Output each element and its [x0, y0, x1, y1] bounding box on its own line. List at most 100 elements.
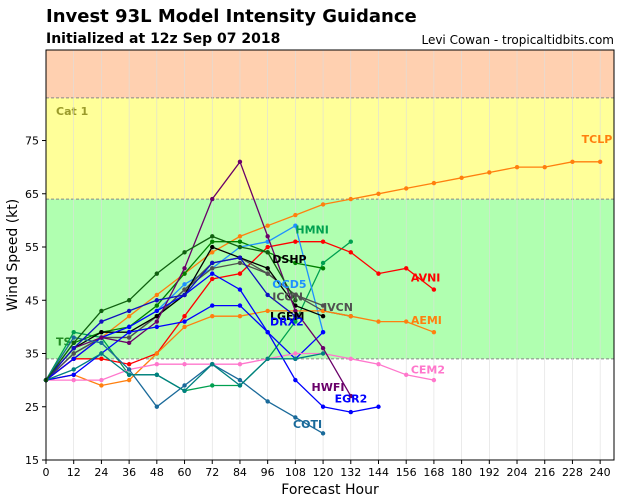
series-point-avni [293, 239, 298, 244]
x-tick-label: 156 [396, 466, 417, 479]
series-point-lgem [99, 330, 104, 335]
series-point-aemi [348, 314, 353, 319]
series-point-egr2 [293, 377, 298, 383]
series-point-unlabeled-16 [126, 298, 132, 303]
series-label-aemi: AEMI [411, 314, 442, 327]
series-point-coti [71, 335, 76, 340]
series-point-coti [237, 377, 243, 383]
series-point-aemi [182, 324, 187, 330]
series-point-avni [99, 356, 104, 362]
chart-title: Invest 93L Model Intensity Guidance [46, 6, 417, 27]
plot-frame [45, 49, 615, 461]
series-point-cem2 [348, 356, 353, 362]
series-point-drx2 [126, 324, 132, 330]
series-point-cem2 [403, 372, 409, 378]
x-tick-label: 240 [590, 466, 611, 479]
series-point-hwfi [182, 266, 187, 271]
series-point-unlabeled-16 [265, 250, 270, 255]
series-point-unlabeled-16 [154, 271, 160, 276]
series-point-avni [265, 244, 270, 250]
series-point-unlabeled-16 [71, 340, 76, 346]
series-point-dshp [237, 239, 243, 244]
x-tick-label: 60 [178, 466, 192, 479]
x-axis-label: Forecast Hour [281, 482, 379, 498]
series-point-avni [431, 287, 437, 292]
series-point-cem2 [237, 361, 243, 367]
series-point-dshp [182, 271, 187, 276]
band-label-ts: TS [56, 336, 72, 349]
series-point-unlabeled-14 [154, 372, 160, 378]
series-point-aemi [376, 319, 381, 324]
series-label-tclp: TCLP [582, 133, 613, 146]
series-point-cem2 [376, 361, 381, 367]
series-point-cem2 [182, 361, 187, 367]
series-point-avni [182, 314, 187, 319]
series-point-avni [320, 239, 326, 244]
series-point-egr2 [182, 319, 187, 324]
x-tick-label: 0 [43, 466, 50, 479]
y-tick-label: 35 [25, 348, 39, 361]
series-point-avni [376, 271, 381, 276]
series-point-unlabeled-14 [265, 356, 270, 362]
series-point-tclp [459, 175, 464, 180]
series-point-ivcn [126, 335, 132, 340]
series-point-lgem [154, 314, 160, 319]
series-point-hwfi [237, 159, 243, 165]
series-point-dshp [293, 260, 298, 266]
x-tick-label: 48 [150, 466, 164, 479]
x-tick-label: 72 [205, 466, 219, 479]
series-point-aemi [265, 308, 270, 314]
series-point-unlabeled-16 [182, 250, 187, 255]
chart-subtitle: Initialized at 12z Sep 07 2018 [46, 31, 281, 47]
series-point-tclp [154, 292, 160, 298]
series-point-hmni [348, 239, 353, 244]
series-line-hwfi [45, 160, 352, 397]
series-point-hwfi [293, 308, 298, 314]
series-point-tclp [210, 250, 215, 255]
y-tick-label: 45 [25, 294, 39, 307]
y-tick-label: 75 [25, 135, 39, 148]
x-tick-label: 96 [261, 466, 275, 479]
series-point-unlabeled-14 [71, 367, 76, 372]
x-tick-label: 204 [507, 466, 528, 479]
series-point-cem2 [154, 361, 160, 367]
y-tick-label: 15 [25, 454, 39, 467]
series-point-tclp [348, 196, 353, 202]
series-point-coti [99, 340, 104, 346]
series-point-lgem [210, 244, 215, 250]
series-label-drx2: DRX2 [270, 315, 304, 328]
series-point-drx2 [154, 308, 160, 314]
series-point-ivcn [71, 351, 76, 356]
series-point-avni [126, 361, 132, 367]
series-point-egr2 [154, 324, 160, 330]
series-point-drx2 [210, 271, 215, 276]
series-point-unlabeled-16 [210, 234, 215, 239]
series-point-unlabeled-15 [293, 314, 298, 319]
series-point-cem2 [71, 377, 76, 383]
x-tick-label: 132 [340, 466, 361, 479]
series-point-ivcn [237, 260, 243, 266]
band-ts [46, 199, 614, 359]
series-point-tclp [597, 159, 603, 165]
series-point-hmni [71, 330, 76, 335]
x-tick-label: 36 [122, 466, 136, 479]
series-point-cem2 [293, 351, 298, 356]
x-tick-label: 24 [94, 466, 108, 479]
series-point-unlabeled-15 [265, 292, 270, 298]
chart-credit: Levi Cowan - tropicaltidbits.com [421, 33, 614, 47]
series-point-unlabeled-15 [71, 345, 76, 351]
intensity-bands: TS Cat 1 [46, 50, 614, 460]
series-label-ivcn: IVCN [323, 301, 353, 314]
series-point-aemi [403, 319, 409, 324]
series-point-tclp [431, 180, 437, 186]
series-point-unlabeled-15 [210, 260, 215, 266]
series-point-tclp [514, 164, 520, 170]
band-zone-0 [46, 358, 614, 460]
series-point-hmni [293, 319, 298, 324]
series-point-coti [126, 367, 132, 372]
series-point-aemi [237, 314, 243, 319]
series-point-unlabeled-14 [210, 361, 215, 367]
series-point-egr2 [71, 372, 76, 378]
series-point-lgem [265, 266, 270, 271]
series-point-egr2 [348, 409, 353, 415]
